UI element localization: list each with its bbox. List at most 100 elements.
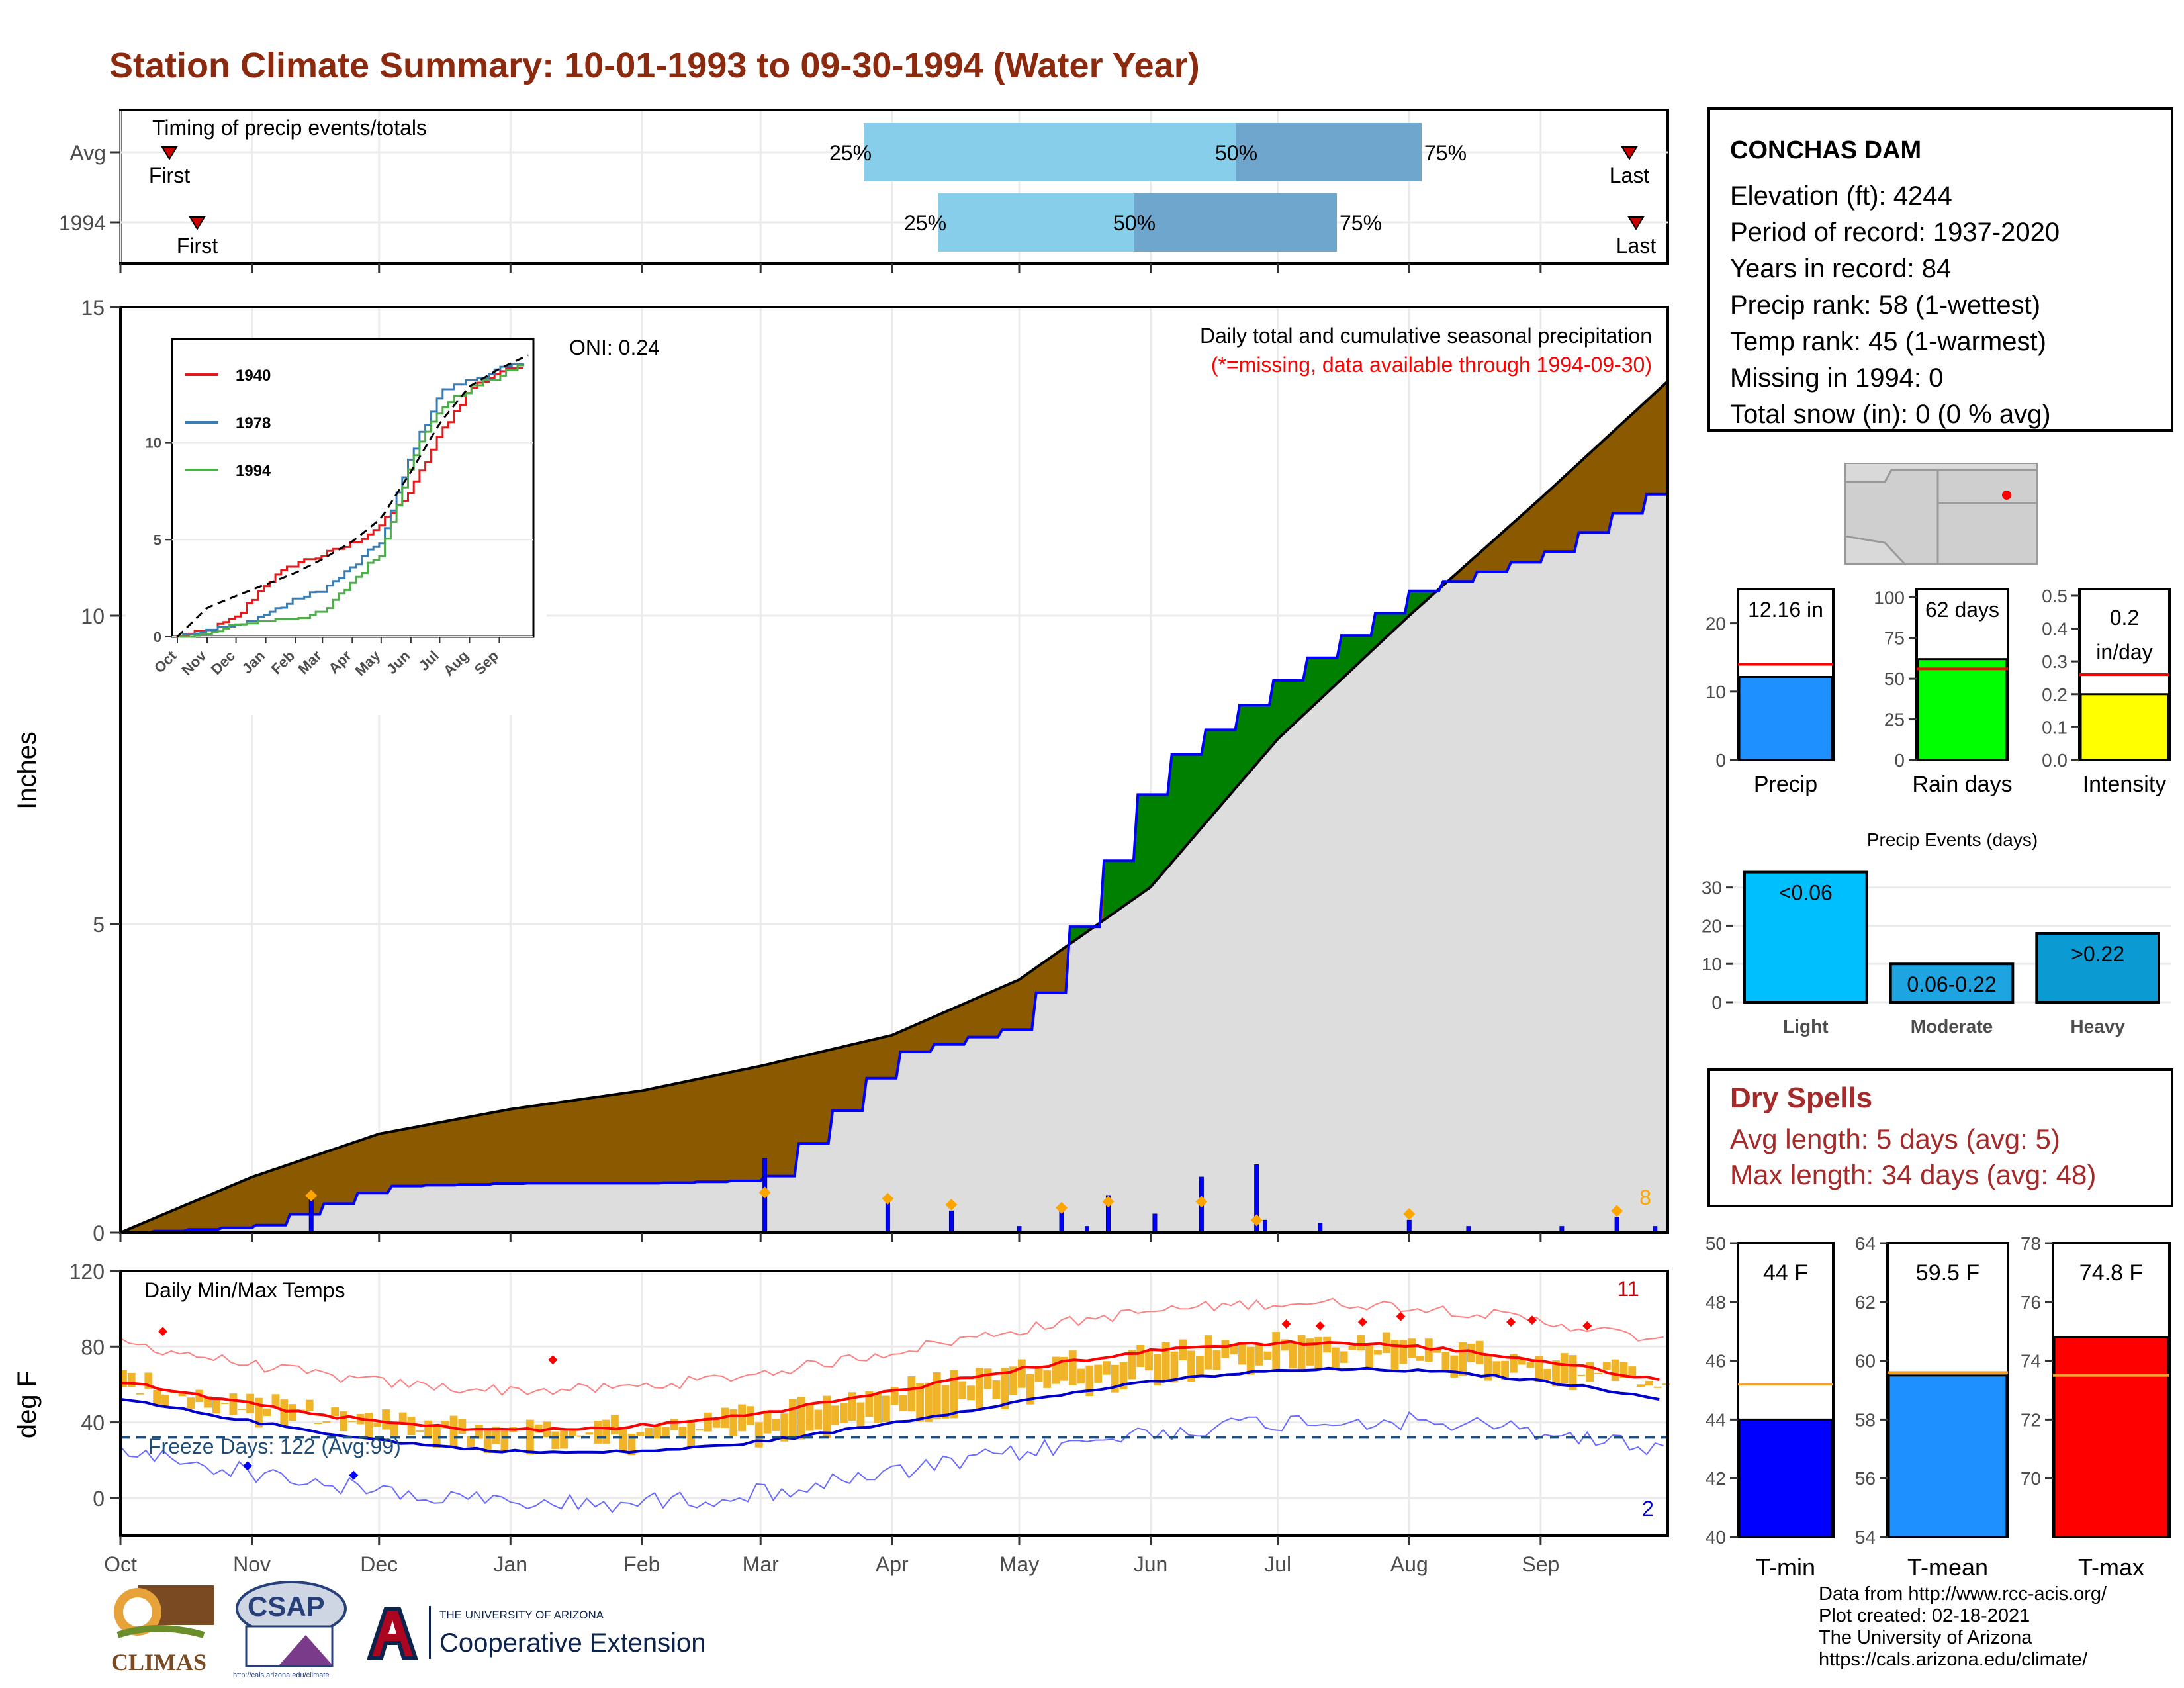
daily-temp-bar	[127, 1372, 136, 1387]
daily-temp-bar	[568, 1429, 576, 1436]
daily-temp-bar	[1001, 1368, 1009, 1409]
mini-bar-label: Precip	[1754, 772, 1817, 797]
daily-temp-bar	[1433, 1348, 1441, 1353]
record-high-marker	[1582, 1321, 1592, 1331]
timing-label: Timing of precip events/totals	[152, 116, 427, 140]
record-high-marker	[1315, 1321, 1325, 1331]
daily-temp-bar	[1052, 1356, 1060, 1384]
inset-avg-line	[176, 354, 529, 638]
temp-bar-y-tick: 78	[2021, 1233, 2041, 1254]
inset-series-1940	[176, 367, 523, 637]
daily-temp-bar	[449, 1415, 458, 1446]
daily-temp-bar	[1297, 1335, 1306, 1371]
daily-temp-bar	[678, 1427, 687, 1438]
footer-line: The University of Arizona	[1819, 1627, 2032, 1648]
daily-temp-bar	[1314, 1336, 1323, 1370]
mini-bar-value-label: 0.2	[2110, 606, 2139, 630]
first-marker	[161, 146, 178, 160]
record-high-marker	[1396, 1311, 1406, 1321]
csap-logo-text: CSAP	[248, 1591, 325, 1622]
record-high-marker	[1506, 1317, 1516, 1327]
daily-temp-bar	[696, 1429, 704, 1430]
temp-bar-y-tick: 42	[1706, 1468, 1726, 1489]
daily-temp-bar	[1238, 1344, 1246, 1365]
station-line: Period of record: 1937-2020	[1730, 218, 2060, 247]
daily-temp-bar	[1484, 1354, 1492, 1381]
daily-temp-bar	[1094, 1364, 1103, 1383]
summary-bar-charts: 0 10 20 Precip 12.16 in 0 25 50 75 100 Rain days 62…	[1706, 586, 2171, 797]
mini-bar-value-label: 62 days	[1925, 598, 1999, 622]
daily-temp-bar	[1255, 1342, 1263, 1366]
page-title: Station Climate Summary: 10-01-1993 to 0…	[109, 46, 1200, 85]
daily-temp-bar	[1187, 1350, 1195, 1382]
temp-bar-y-tick: 40	[1706, 1527, 1726, 1548]
daily-temp-bar	[1077, 1368, 1085, 1384]
daily-temp-bar	[950, 1370, 958, 1419]
temp-bar-label: T-min	[1756, 1554, 1815, 1581]
x-tick-label: Apr	[876, 1552, 909, 1576]
x-tick-label: Jan	[494, 1552, 528, 1576]
daily-temp-bar	[1577, 1374, 1586, 1376]
daily-temp-bar	[1017, 1359, 1026, 1388]
daily-temp-bar	[153, 1389, 161, 1407]
daily-temp-bar	[373, 1422, 382, 1427]
daily-temp-bar	[305, 1399, 314, 1411]
event-category-label: Light	[1783, 1016, 1828, 1037]
daily-temp-bar	[204, 1396, 212, 1408]
daily-temp-bar	[1637, 1384, 1645, 1387]
inset-series-1994	[177, 364, 525, 638]
daily-temp-bar	[831, 1405, 839, 1425]
daily-temp-bar	[407, 1417, 416, 1436]
daily-temp-bar	[263, 1408, 271, 1416]
daily-temp-bar	[763, 1410, 772, 1434]
record-low-marker	[243, 1461, 253, 1471]
daily-temp-bar	[1619, 1362, 1628, 1378]
record-marker	[758, 1186, 771, 1199]
x-tick-label: Jun	[1134, 1552, 1168, 1576]
daily-temp-bar	[1221, 1340, 1230, 1358]
first-marker	[189, 216, 206, 230]
station-line: Elevation (ft): 4244	[1730, 181, 1952, 211]
daily-temp-bar	[1161, 1342, 1170, 1382]
x-tick-label: Jul	[1264, 1552, 1291, 1576]
daily-temp-bar	[1212, 1350, 1221, 1370]
precip-events-chart: Precip Events (days) 0 10 20 30 <0.06 Light 0.0…	[1702, 829, 2171, 1037]
temp-bar-y-tick: 48	[1706, 1292, 1726, 1313]
daily-temp-bar	[874, 1392, 882, 1423]
y-tick-label: 5	[93, 913, 105, 937]
mini-bar-y-tick: 100	[1874, 587, 1905, 608]
mini-bar-value	[1917, 658, 2008, 761]
daily-temp-bar	[551, 1431, 560, 1449]
x-tick-label: Aug	[1390, 1552, 1428, 1576]
daily-temp-bar	[1340, 1351, 1348, 1363]
daily-temp-bar	[1399, 1340, 1408, 1364]
daily-temp-bar	[1034, 1368, 1043, 1382]
daily-precip-bar	[885, 1201, 890, 1233]
temp-bar-y-tick: 44	[1706, 1409, 1726, 1430]
y-tick-label: 15	[81, 296, 105, 320]
mini-bar-y-tick: 0.4	[2042, 619, 2068, 639]
daily-temp-bar	[1560, 1353, 1569, 1383]
inset-legend-label: 1994	[236, 462, 271, 480]
inset-y-tick: 5	[154, 532, 161, 548]
daily-temp-bar	[178, 1393, 187, 1397]
daily-temp-bar	[865, 1391, 874, 1417]
daily-temp-bar	[467, 1436, 475, 1447]
timing-p75-label: 75%	[1340, 211, 1382, 235]
record-count-label: 8	[1639, 1186, 1651, 1209]
daily-temp-bar	[1374, 1350, 1382, 1355]
daily-temp-bar	[645, 1427, 653, 1438]
precip-legend-title: Daily total and cumulative seasonal prec…	[1200, 324, 1652, 348]
climas-logo-text: CLIMAS	[111, 1649, 207, 1675]
ua-line2: Cooperative Extension	[439, 1628, 706, 1658]
daily-temp-bar	[1594, 1372, 1602, 1374]
dry-spells-title: Dry Spells	[1730, 1082, 1873, 1114]
cumulative-fill	[120, 494, 1668, 1233]
daily-temp-bar	[365, 1413, 373, 1439]
daily-temp-bar	[967, 1385, 975, 1401]
temp-bar-y-tick: 46	[1706, 1351, 1726, 1372]
daily-temp-bar	[925, 1382, 933, 1423]
daily-temp-bar	[687, 1419, 696, 1448]
daily-temp-bar	[289, 1404, 297, 1421]
y-tick-label: 120	[69, 1260, 105, 1284]
